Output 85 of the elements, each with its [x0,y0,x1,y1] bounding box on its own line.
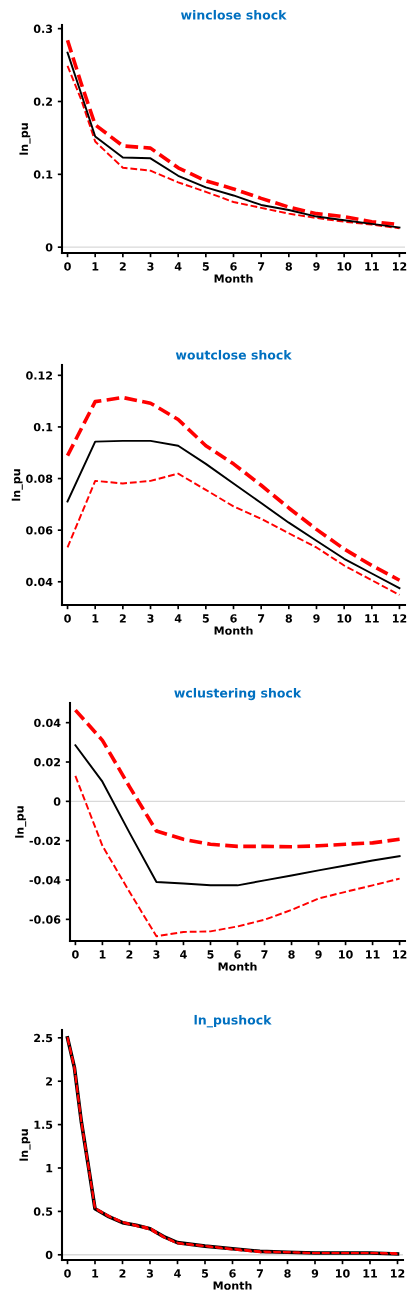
x-tick-label: 9 [315,950,322,959]
y-tick-label: -0.04 [29,876,61,885]
x-tick-label: 2 [119,262,126,271]
x-tick-label: 5 [202,262,209,271]
y-tick-label: 0.12 [26,371,53,380]
y-tick-label: 0.5 [33,1207,53,1216]
x-tick-label: 8 [288,950,295,959]
x-tick-label: 5 [202,614,209,623]
x-tick-label: 0 [64,614,71,623]
x-tick-label: 4 [174,1269,181,1278]
x-tick-label: 6 [230,262,237,271]
x-tick-label: 7 [258,614,265,623]
x-tick-label: 3 [146,1269,153,1278]
x-tick-label: 12 [392,262,407,271]
x-tick-label: 4 [174,614,182,623]
x-tick-label: 8 [284,1269,291,1278]
x-tick-label: 3 [147,262,154,271]
x-tick-label: 0 [64,262,71,271]
x-tick-label: 11 [365,614,379,623]
x-tick-label: 0 [64,1269,71,1278]
x-tick-label: 6 [234,950,241,959]
x-tick-label: 9 [313,262,320,271]
x-tick-label: 11 [363,1269,377,1278]
x-tick-label: 8 [285,262,292,271]
x-tick-label: 11 [365,262,379,271]
x-tick-label: 12 [392,614,407,623]
x-tick-label: 3 [153,950,160,959]
x-tick-label: 10 [337,614,352,623]
y-tick-label: 0.3 [33,24,53,34]
x-tick-label: 1 [92,614,99,623]
x-tick-label: 4 [180,950,187,959]
x-tick-label: 7 [258,262,265,271]
x-tick-label: 5 [201,1269,209,1278]
x-tick-label: 6 [230,614,237,623]
y-tick-label: 0.04 [26,577,53,587]
y-tick-label: 0 [45,1250,53,1260]
y-axis-title: ln_pu [19,1129,31,1161]
x-tick-label: 0 [72,950,79,959]
x-tick-label: 1 [99,950,106,959]
x-tick-label: 3 [147,614,154,623]
y-tick-label: 1 [46,1164,53,1173]
x-tick-label: 2 [119,1269,126,1278]
x-axis-title: Month [214,626,253,635]
y-axis-title: ln_pu [11,469,23,501]
y-tick-label: 0.02 [34,757,61,767]
chart-title: ln_pushock [194,1014,272,1028]
y-tick-label: 0.1 [33,422,53,432]
y-tick-label: 0.06 [26,526,53,535]
x-tick-label: 9 [313,614,320,623]
x-axis-title: Month [218,962,257,971]
y-axis-title: ln_pu [19,123,31,155]
x-tick-label: 12 [393,950,407,959]
y-tick-label: 2 [46,1077,53,1086]
x-tick-label: 4 [174,262,182,271]
x-tick-label: 7 [256,1269,263,1278]
x-tick-label: 1 [92,1269,99,1278]
chart-title: wclustering shock [174,687,302,701]
y-tick-label: 0 [53,797,61,806]
y-tick-label: -0.06 [29,915,61,924]
x-axis-title: Month [214,274,253,283]
y-tick-label: 0.08 [26,474,53,483]
y-tick-label: 0.1 [33,170,53,179]
x-tick-label: 10 [339,950,353,959]
x-tick-label: 5 [207,950,214,959]
x-tick-label: 9 [311,1269,319,1278]
x-tick-label: 2 [119,614,126,623]
y-tick-label: 1.5 [34,1120,53,1129]
x-tick-label: 10 [336,1269,350,1278]
x-tick-label: 6 [229,1269,236,1278]
x-tick-label: 12 [391,1269,405,1278]
chart-title: winclose shock [180,9,287,20]
x-tick-label: 8 [285,614,292,623]
x-tick-label: 2 [126,950,133,959]
y-tick-label: 0 [45,243,53,252]
y-tick-label: 2.5 [34,1033,53,1043]
x-axis-title: Month [213,1281,252,1290]
x-tick-label: 10 [337,262,352,271]
x-tick-label: 11 [366,950,380,959]
x-tick-label: 7 [261,950,268,959]
y-tick-label: 0.04 [34,718,61,728]
y-tick-label: 0.2 [33,97,53,106]
y-axis-title: ln_pu [15,806,27,838]
y-tick-label: -0.02 [29,836,61,846]
chart-title: woutclose shock [175,349,292,360]
x-tick-label: 1 [92,262,99,271]
